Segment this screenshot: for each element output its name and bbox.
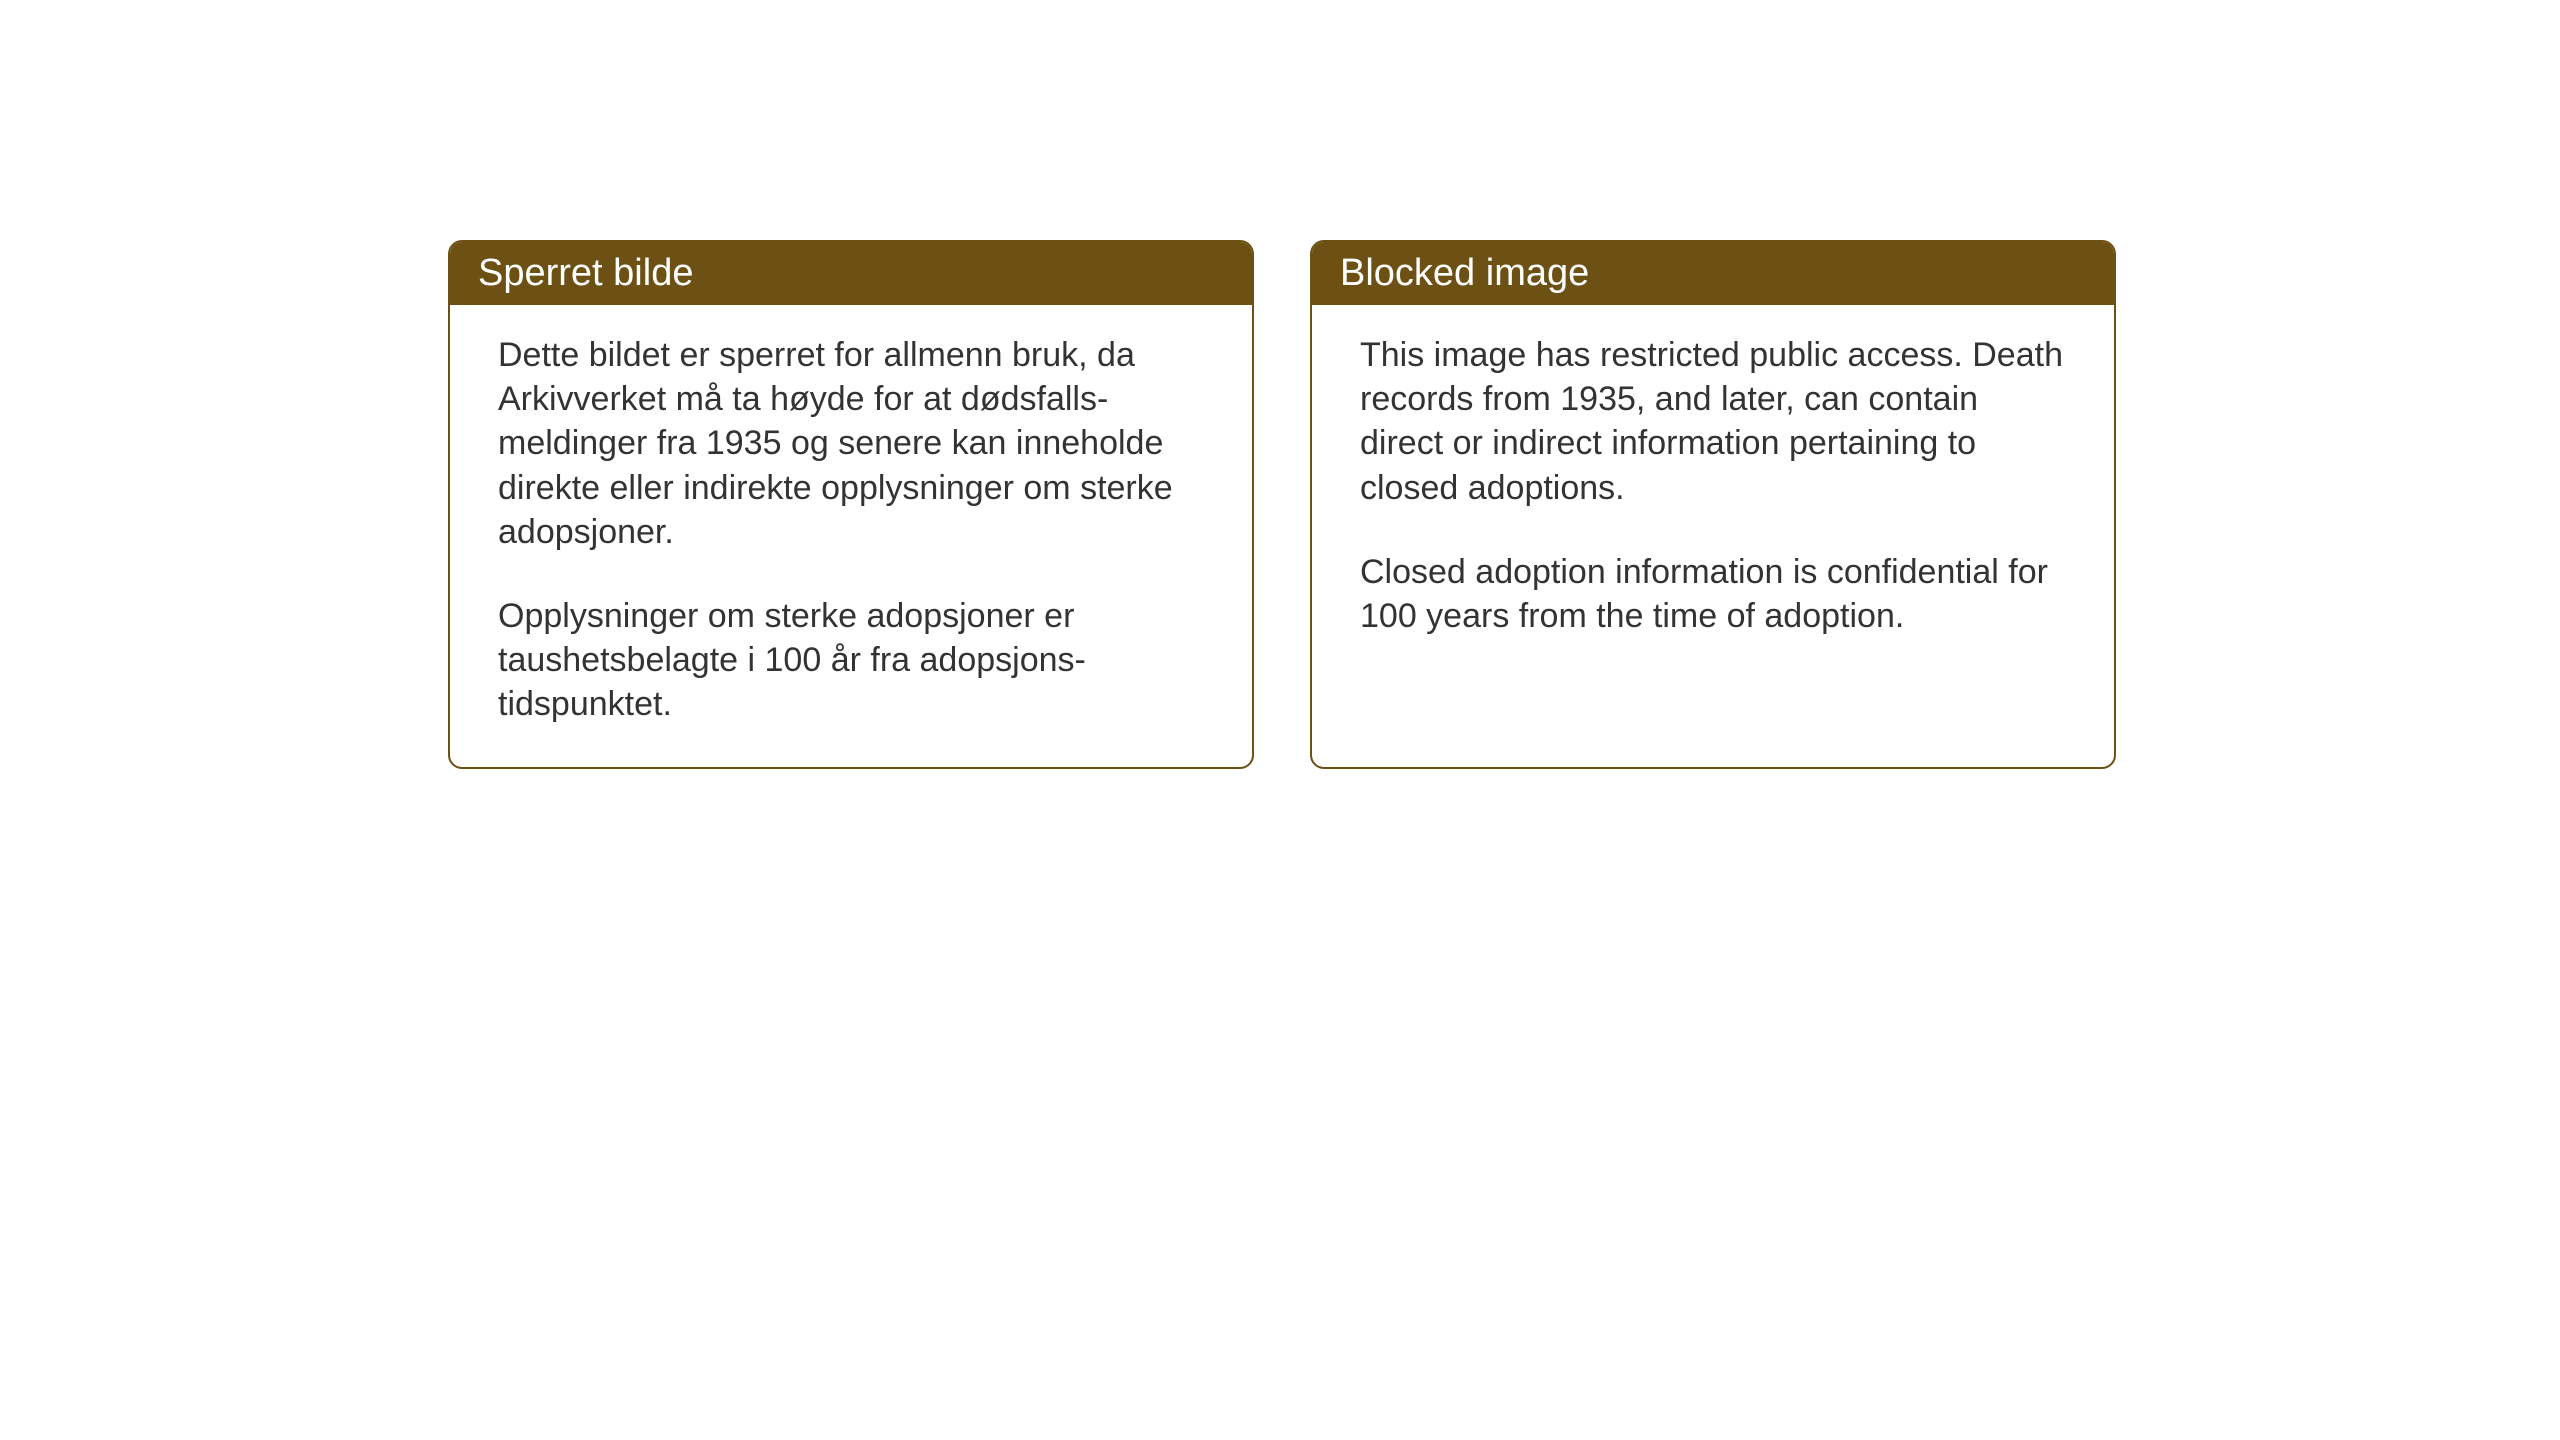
notice-header-norwegian: Sperret bilde (450, 242, 1252, 305)
notice-body-norwegian: Dette bildet er sperret for allmenn bruk… (450, 305, 1252, 767)
notice-paragraph-1-norwegian: Dette bildet er sperret for allmenn bruk… (498, 333, 1204, 554)
notice-body-english: This image has restricted public access.… (1312, 305, 2114, 678)
notice-container: Sperret bilde Dette bildet er sperret fo… (448, 240, 2116, 769)
notice-title-norwegian: Sperret bilde (478, 252, 693, 294)
notice-header-english: Blocked image (1312, 242, 2114, 305)
notice-card-norwegian: Sperret bilde Dette bildet er sperret fo… (448, 240, 1254, 769)
notice-paragraph-2-english: Closed adoption information is confident… (1360, 550, 2066, 638)
notice-paragraph-2-norwegian: Opplysninger om sterke adopsjoner er tau… (498, 594, 1204, 727)
notice-card-english: Blocked image This image has restricted … (1310, 240, 2116, 769)
notice-title-english: Blocked image (1340, 252, 1589, 294)
notice-paragraph-1-english: This image has restricted public access.… (1360, 333, 2066, 510)
